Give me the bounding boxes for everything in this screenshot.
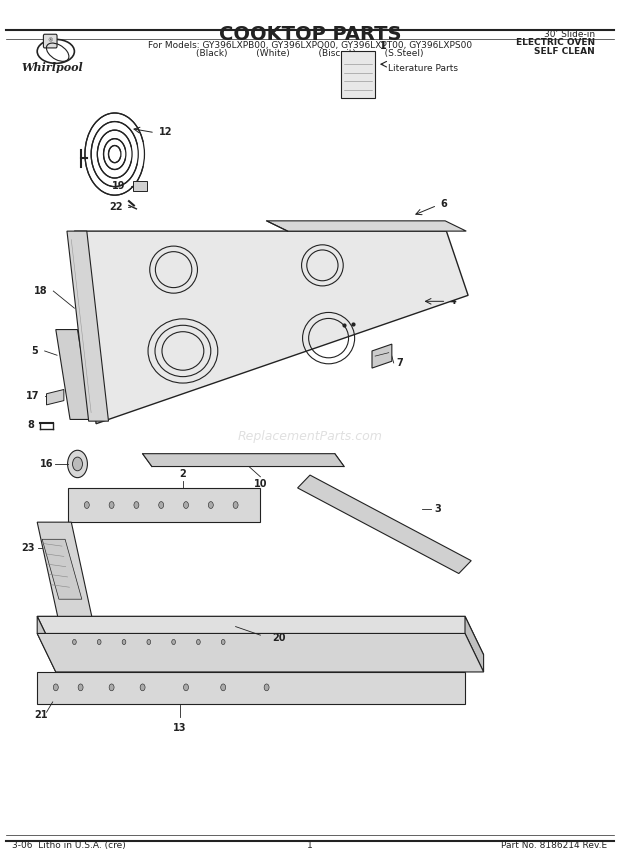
Circle shape [78,684,83,691]
Text: 19: 19 [112,181,126,191]
Text: 1: 1 [380,41,386,51]
Text: 6: 6 [440,199,447,209]
Text: 5: 5 [31,346,38,356]
Text: 8: 8 [27,420,34,431]
Text: Whirlpool: Whirlpool [22,62,84,74]
FancyBboxPatch shape [43,34,57,48]
Circle shape [221,639,225,645]
Circle shape [264,684,269,691]
Text: 30’ Slide-in: 30’ Slide-in [544,30,595,39]
Circle shape [208,502,213,508]
Polygon shape [267,221,466,231]
Circle shape [73,639,76,645]
Circle shape [84,502,89,508]
Text: 1: 1 [307,841,313,850]
Text: 3: 3 [434,504,441,514]
Text: 10: 10 [254,479,267,490]
Text: 7: 7 [397,358,404,368]
Text: ELECTRIC OVEN: ELECTRIC OVEN [516,39,595,47]
Ellipse shape [37,39,74,63]
Text: For Models: GY396LXPB00, GY396LXPQ00, GY396LXPT00, GY396LXPS00: For Models: GY396LXPB00, GY396LXPQ00, GY… [148,41,472,50]
Circle shape [184,684,188,691]
Circle shape [221,684,226,691]
Polygon shape [465,616,484,672]
Circle shape [109,502,114,508]
Circle shape [147,639,151,645]
Polygon shape [67,231,108,421]
Text: Part No. 8186214 Rev.E: Part No. 8186214 Rev.E [502,841,608,850]
Polygon shape [68,488,260,522]
Polygon shape [37,522,92,616]
Polygon shape [37,672,465,704]
Text: (Black)          (White)          (Biscuit)          (S.Steel): (Black) (White) (Biscuit) (S.Steel) [197,50,423,58]
Polygon shape [46,389,64,405]
Polygon shape [37,616,56,672]
Text: Literature Parts: Literature Parts [388,64,458,73]
Polygon shape [341,51,375,98]
Polygon shape [372,344,392,368]
Circle shape [140,684,145,691]
Circle shape [97,639,101,645]
Text: 12: 12 [159,127,173,137]
Circle shape [122,639,126,645]
Circle shape [73,457,82,471]
Circle shape [172,639,175,645]
Circle shape [85,113,144,195]
Polygon shape [133,181,147,191]
Text: 18: 18 [34,286,48,296]
Text: ReplacementParts.com: ReplacementParts.com [237,430,383,443]
Text: 3-06  Litho in U.S.A. (cre): 3-06 Litho in U.S.A. (cre) [12,841,126,850]
Text: 21: 21 [34,710,48,720]
Polygon shape [42,539,82,599]
Circle shape [134,502,139,508]
Text: SELF CLEAN: SELF CLEAN [534,47,595,56]
Polygon shape [298,475,471,574]
Circle shape [109,684,114,691]
Text: 22: 22 [109,202,123,212]
Text: 23: 23 [22,543,35,553]
Text: 4: 4 [450,296,456,306]
Circle shape [68,450,87,478]
Text: ®: ® [48,39,53,44]
Text: COOKTOP PARTS: COOKTOP PARTS [219,25,401,44]
Text: 2: 2 [180,469,186,479]
Circle shape [184,502,188,508]
Text: 13: 13 [173,723,187,734]
Polygon shape [74,231,468,424]
Circle shape [197,639,200,645]
Text: 20: 20 [272,633,286,643]
Text: 17: 17 [25,391,39,401]
Polygon shape [56,330,92,419]
Text: 16: 16 [40,459,54,469]
Polygon shape [37,633,484,672]
Circle shape [159,502,164,508]
Circle shape [53,684,58,691]
Circle shape [233,502,238,508]
Polygon shape [37,616,484,655]
Polygon shape [143,454,344,467]
